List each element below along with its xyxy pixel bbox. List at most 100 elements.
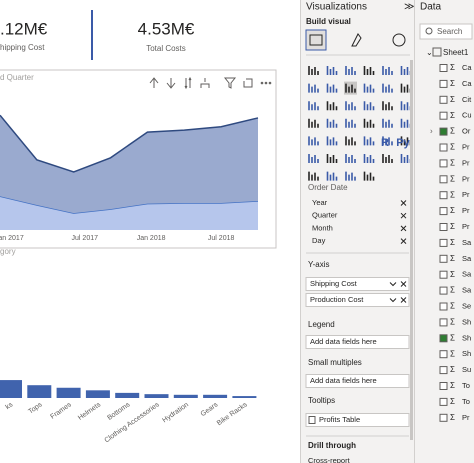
visual-type-icon[interactable] <box>326 64 339 77</box>
bar[interactable] <box>173 394 198 398</box>
visual-type-icon[interactable] <box>400 152 413 165</box>
visual-type-icon[interactable] <box>326 82 339 95</box>
remove-field[interactable] <box>400 297 407 303</box>
visual-type-icon[interactable] <box>307 152 320 165</box>
field-name[interactable]: Sa <box>462 238 472 247</box>
visual-type-icon[interactable] <box>363 152 376 165</box>
visual-type-icon[interactable] <box>363 64 376 77</box>
bar[interactable] <box>56 387 81 398</box>
visual-type-icon[interactable] <box>400 64 413 77</box>
field-chip[interactable] <box>305 293 410 307</box>
field-name[interactable]: To <box>462 381 470 390</box>
field-name[interactable]: Sh <box>462 317 471 326</box>
visual-type-icon[interactable] <box>344 117 357 130</box>
collapse-button[interactable]: ≫ <box>404 2 414 13</box>
chip-dropdown[interactable] <box>389 298 397 303</box>
field-checkbox[interactable] <box>439 159 448 168</box>
field-checkbox[interactable] <box>439 302 448 311</box>
field-checkbox[interactable] <box>439 413 448 422</box>
field-name[interactable]: Pr <box>462 158 470 167</box>
field-name[interactable]: Sa <box>462 254 472 263</box>
field-name[interactable]: Cu <box>462 111 472 120</box>
visual-type-icon[interactable] <box>344 64 357 77</box>
drop-zone[interactable] <box>305 374 410 388</box>
bar[interactable] <box>144 394 169 398</box>
field-name[interactable]: Ca <box>462 79 472 88</box>
remove-field[interactable] <box>400 200 407 206</box>
field-name[interactable]: To <box>462 397 470 406</box>
visual-type-icon[interactable]: Py <box>396 137 410 149</box>
bar[interactable] <box>203 394 228 398</box>
field-chip[interactable] <box>305 413 410 427</box>
visual-type-icon[interactable] <box>363 99 376 112</box>
visual-type-icon[interactable] <box>381 99 394 112</box>
field-checkbox[interactable] <box>439 318 448 327</box>
field-name[interactable]: Sh <box>462 333 471 342</box>
visual-type-icon[interactable] <box>307 170 320 183</box>
bar[interactable] <box>232 396 257 398</box>
visual-type-icon[interactable] <box>381 64 394 77</box>
visual-type-icon[interactable] <box>326 170 339 183</box>
field-checkbox[interactable] <box>439 127 448 136</box>
field-name[interactable]: Ca <box>462 63 472 72</box>
visual-type-icon[interactable] <box>344 134 357 147</box>
field-name[interactable]: Pr <box>462 206 470 215</box>
visual-type-icon[interactable] <box>307 99 320 112</box>
remove-field[interactable] <box>400 212 407 219</box>
visual-type-icon[interactable] <box>400 82 413 95</box>
visual-type-icon[interactable] <box>307 64 320 77</box>
visual-header-icons[interactable] <box>149 76 272 90</box>
field-checkbox[interactable] <box>439 397 448 406</box>
field-name[interactable]: Cit <box>462 95 472 104</box>
visual-type-icon[interactable] <box>307 117 320 130</box>
visual-type-icon[interactable] <box>400 117 413 130</box>
drop-zone[interactable] <box>305 335 410 349</box>
field-checkbox[interactable] <box>439 238 448 247</box>
visual-type-icon[interactable] <box>326 99 339 112</box>
field-checkbox[interactable] <box>439 95 448 104</box>
tree-caret[interactable]: ⌄ <box>426 48 433 57</box>
bar[interactable] <box>0 380 22 398</box>
field-checkbox[interactable] <box>439 79 448 88</box>
field-name[interactable]: Se <box>462 301 471 310</box>
field-checkbox[interactable] <box>439 334 448 343</box>
field-name[interactable]: Pr <box>462 142 470 151</box>
visual-type-icon[interactable] <box>400 99 413 112</box>
visual-type-icon[interactable] <box>400 134 413 147</box>
field-checkbox[interactable] <box>439 366 448 375</box>
visual-type-icon[interactable] <box>326 152 339 165</box>
visual-type-icon[interactable] <box>307 82 320 95</box>
field-checkbox[interactable] <box>439 286 448 295</box>
visual-type-icon[interactable] <box>344 170 357 183</box>
visual-type-icon[interactable] <box>326 117 339 130</box>
bar[interactable] <box>115 392 140 398</box>
field-name[interactable]: Pr <box>462 413 470 422</box>
field-checkbox[interactable] <box>439 175 448 184</box>
field-checkbox[interactable] <box>439 350 448 359</box>
visual-type-icon[interactable] <box>326 134 339 147</box>
field-name[interactable]: Pr <box>462 190 470 199</box>
visual-type-icon[interactable] <box>381 134 394 147</box>
field-checkbox[interactable] <box>439 254 448 263</box>
field-name[interactable]: Sa <box>462 286 472 295</box>
expand-caret[interactable]: › <box>430 127 433 136</box>
field-name[interactable]: Su <box>462 365 471 374</box>
remove-field[interactable] <box>400 238 407 244</box>
remove-field[interactable] <box>400 225 407 232</box>
visual-frame[interactable] <box>0 69 277 249</box>
visual-type-icon[interactable] <box>307 134 320 147</box>
chip-dropdown[interactable] <box>389 282 397 287</box>
visual-type-icon[interactable] <box>381 152 394 165</box>
visual-type-icon[interactable] <box>363 82 376 95</box>
bar[interactable] <box>85 390 110 398</box>
field-checkbox[interactable] <box>439 207 448 216</box>
visual-type-icon[interactable] <box>344 99 357 112</box>
field-checkbox[interactable] <box>439 191 448 200</box>
visual-type-icon[interactable] <box>363 117 376 130</box>
search-box[interactable] <box>419 23 473 40</box>
build-tabs[interactable] <box>309 33 406 47</box>
field-name[interactable]: Sa <box>462 270 472 279</box>
visual-type-icon[interactable]: R <box>381 137 389 149</box>
visual-type-icon[interactable] <box>344 81 357 95</box>
visual-type-icon[interactable] <box>363 134 376 147</box>
